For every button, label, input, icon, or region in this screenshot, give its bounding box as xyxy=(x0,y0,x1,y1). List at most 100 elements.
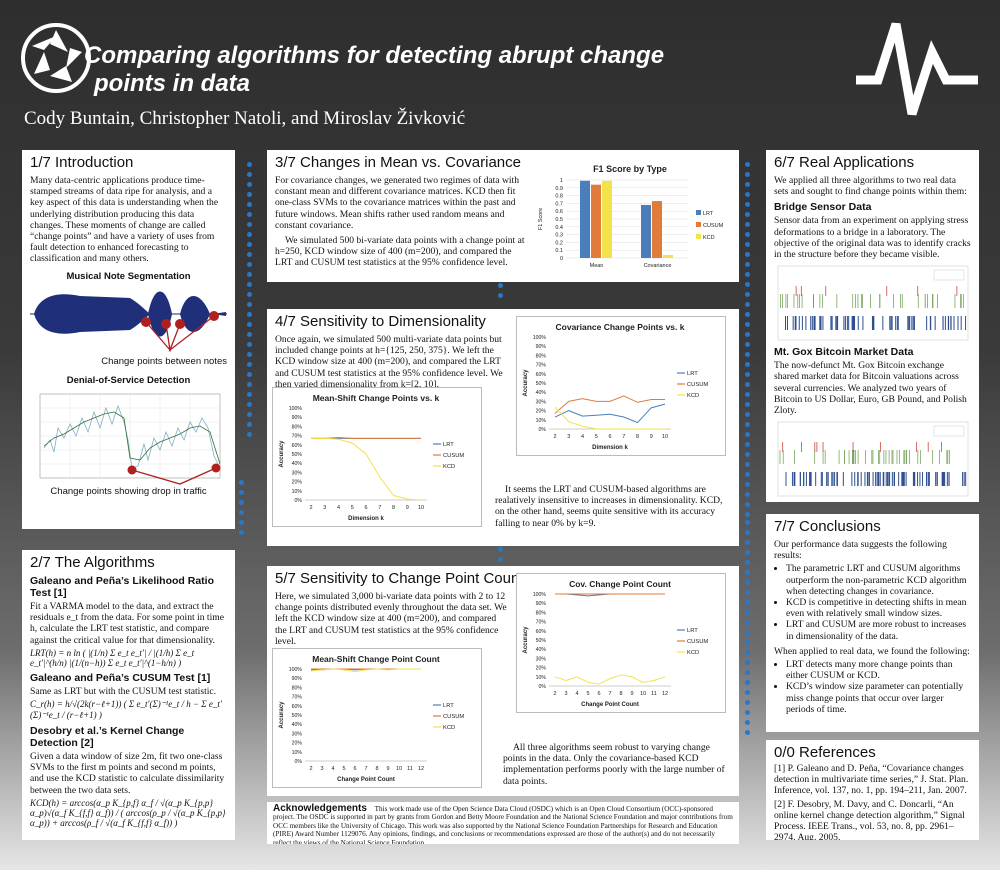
authors: Cody Buntain, Christopher Natoli, and Mi… xyxy=(24,108,466,129)
legend-swatch xyxy=(696,234,701,239)
tick-label: 90% xyxy=(292,676,303,682)
connector-dots xyxy=(239,480,245,540)
connector-dot xyxy=(247,262,252,267)
mean-shift-vs-k-chart: Mean-Shift Change Points vs. k 0% 10% 20% 30… xyxy=(272,387,482,527)
subsection-body: Sensor data from an experiment on applyi… xyxy=(774,215,971,261)
connector-dot xyxy=(745,472,750,477)
connector-dot xyxy=(247,412,252,417)
kcd-equation: KCD(h) = arccos(α_p K_{p,f} α_f / √(α_p … xyxy=(30,797,226,828)
tick-label: 3 xyxy=(564,691,567,697)
tick-label: 0.8 xyxy=(555,194,563,200)
connector-dot xyxy=(239,520,244,525)
tick-label: 8 xyxy=(392,505,395,511)
connector-dot xyxy=(239,500,244,505)
tick-label: 6 xyxy=(353,766,356,772)
axis-label: Change Point Count xyxy=(337,777,395,783)
chart-title: F1 Score by Type xyxy=(593,164,667,174)
subsection-title: Galeano and Peña’s CUSUM Test [1] xyxy=(30,671,211,684)
tick-label: 0.1 xyxy=(555,248,563,254)
connector-dot xyxy=(745,540,750,545)
subsection-body: Given a data window of size 2m, fit two … xyxy=(30,751,225,796)
chart-title: Covariance Change Points vs. k xyxy=(556,322,685,332)
connector-dot xyxy=(745,372,750,377)
cusum-equation: C_r(h) = h/√(2k(r−ℓ+1)) ( Σ e_t′(Σ)⁻¹e_t… xyxy=(30,699,222,721)
axis-label: Accuracy xyxy=(279,440,285,468)
tick-label: 7 xyxy=(364,766,367,772)
tick-label: 0.5 xyxy=(555,217,563,223)
bar xyxy=(580,180,590,258)
title-line-2: points in data xyxy=(94,70,250,97)
bar xyxy=(652,201,662,258)
title-line-1: Comparing algorithms for detecting abrup… xyxy=(84,42,665,69)
connector-dot xyxy=(247,402,252,407)
lrt-equation: LRT(h) = n ln ( |(1/n) Σ e_t e_t′| / |(1… xyxy=(30,647,195,668)
connector-dot xyxy=(247,372,252,377)
connector-dot xyxy=(745,182,750,187)
series-line xyxy=(311,436,421,439)
tick-label: 90% xyxy=(536,344,547,350)
connector-dot xyxy=(745,312,750,317)
tick-label: 100% xyxy=(533,592,547,598)
connector-dot xyxy=(239,530,244,535)
section-body: Many data-centric applications produce t… xyxy=(30,175,219,265)
bar xyxy=(641,204,651,258)
waveform-logo-icon xyxy=(852,18,982,118)
connector-dot xyxy=(745,202,750,207)
tick-label: 10% xyxy=(292,489,303,495)
section-body: We applied all three algorithms to two r… xyxy=(774,175,967,198)
connector-dot xyxy=(498,547,503,552)
bitcoin-change-points-plot xyxy=(774,420,971,498)
reference-item: [2] F. Desobry, M. Davy, and C. Doncarli… xyxy=(774,798,965,840)
connector-dot xyxy=(745,570,750,575)
tick-label: 4 xyxy=(337,505,340,511)
tick-label: 12 xyxy=(418,766,424,772)
connector-dot xyxy=(247,432,252,437)
tick-label: 1 xyxy=(560,178,563,184)
bar xyxy=(591,184,601,258)
tick-label: 40% xyxy=(536,390,547,396)
tick-label: 4 xyxy=(331,766,334,772)
chart-title: Mean-Shift Change Point Count xyxy=(312,654,440,664)
tick-label: 40% xyxy=(292,722,303,728)
axis-label: Dimension k xyxy=(592,445,628,451)
bar xyxy=(602,180,612,258)
connector-dot xyxy=(745,650,750,655)
connector-dot xyxy=(745,492,750,497)
connector-dot xyxy=(745,422,750,427)
connector-dot xyxy=(745,282,750,287)
connector-dot xyxy=(745,302,750,307)
connector-dot xyxy=(745,720,750,725)
connector-dot xyxy=(745,242,750,247)
section-title: 7/7 Conclusions xyxy=(774,518,881,535)
series-line xyxy=(554,395,665,414)
tick-label: 9 xyxy=(630,691,633,697)
connector-dot xyxy=(745,342,750,347)
tick-label: 30% xyxy=(292,470,303,476)
connector-dot xyxy=(247,352,252,357)
page-title: Comparing algorithms for detecting abrup… xyxy=(84,42,804,98)
section-body: We simulated 500 bi-variate data points … xyxy=(275,235,525,269)
axis-label: Accuracy xyxy=(523,369,529,397)
connector-dot xyxy=(247,282,252,287)
connector-dot xyxy=(247,232,252,237)
legend-label: KCD xyxy=(687,393,699,399)
connector-dot xyxy=(745,482,750,487)
tick-label: 70% xyxy=(292,695,303,701)
tick-label: 100% xyxy=(289,667,303,673)
section-title: 5/7 Sensitivity to Change Point Count xyxy=(275,570,524,587)
real-data-list: LRT detects many more change points than… xyxy=(774,659,971,715)
figure-caption: Change points showing drop in traffic xyxy=(50,485,207,497)
connector-dot xyxy=(745,550,750,555)
connector-dot xyxy=(247,302,252,307)
tick-label: 4 xyxy=(575,691,578,697)
figure-caption: Change points between notes xyxy=(101,355,227,367)
connector-dot xyxy=(745,432,750,437)
tick-label: 80% xyxy=(536,353,547,359)
connector-dots xyxy=(745,162,751,522)
connector-dot xyxy=(745,162,750,167)
section-title: 4/7 Sensitivity to Dimensionality xyxy=(275,313,486,330)
list-item: KCD’s window size parameter can potentia… xyxy=(786,681,971,715)
section-note: It seems the LRT and CUSUM-based algorit… xyxy=(495,484,723,529)
connector-dots xyxy=(745,520,751,740)
connector-dot xyxy=(247,392,252,397)
